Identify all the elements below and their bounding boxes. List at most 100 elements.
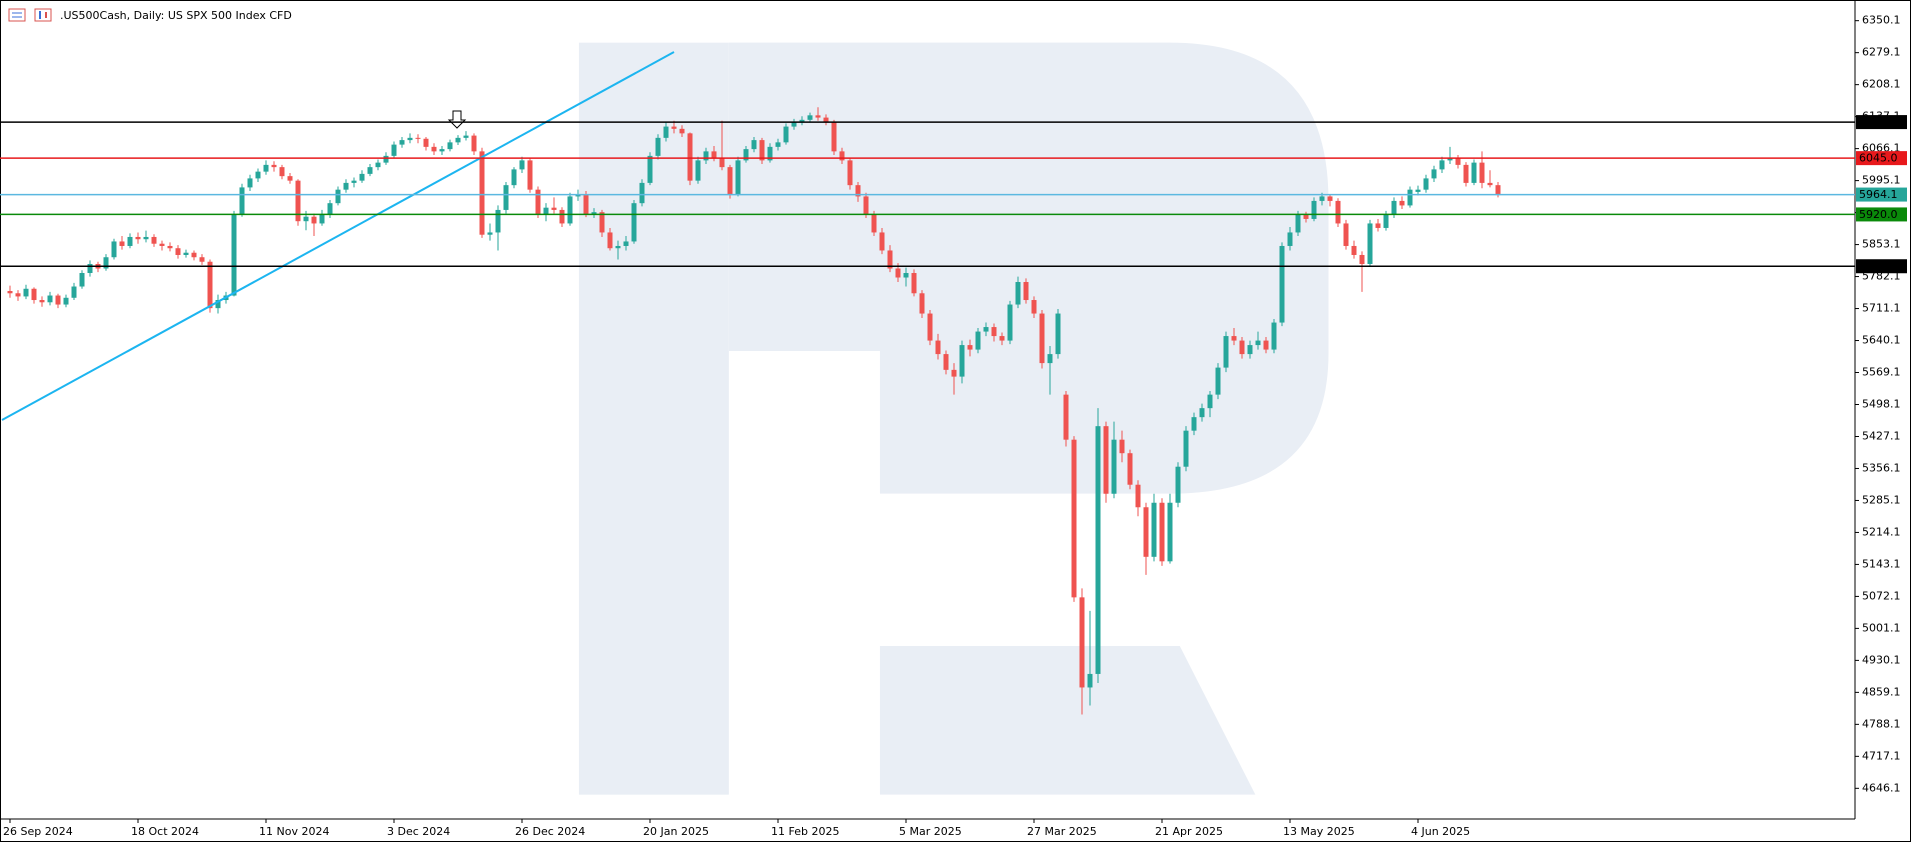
candle-body: [119, 241, 125, 246]
candle-body: [727, 167, 733, 195]
x-tick-label: 18 Oct 2024: [131, 825, 199, 838]
candle-body: [1375, 223, 1381, 228]
candle-body: [399, 140, 405, 145]
candle-body: [415, 137, 421, 139]
candle-body: [1463, 164, 1469, 183]
level-label-box: [1856, 151, 1907, 166]
candle-body: [1335, 200, 1341, 224]
y-tick-label: 5001.1: [1862, 621, 1901, 634]
candle-body: [111, 241, 117, 258]
candle-body: [127, 236, 133, 246]
candle-body: [791, 122, 797, 127]
candle-body: [383, 155, 389, 163]
candle-body: [1159, 502, 1165, 562]
candle-body: [1295, 214, 1301, 233]
candle-body: [895, 268, 901, 278]
candle-body: [255, 171, 261, 179]
candle-body: [447, 142, 453, 150]
candle-body: [1039, 313, 1045, 364]
candle-body: [1183, 430, 1189, 467]
candle-body: [943, 354, 949, 370]
candle-body: [1303, 214, 1309, 219]
candle-body: [1399, 200, 1405, 206]
candle-body: [159, 243, 165, 246]
candle-body: [479, 151, 485, 235]
candle-body: [999, 336, 1005, 341]
candle-body: [287, 176, 293, 181]
candle-body: [855, 185, 861, 197]
level-label: 6045.0: [1859, 152, 1898, 165]
candle-body: [39, 300, 45, 303]
y-tick-label: 4930.1: [1862, 653, 1901, 666]
candle-body: [543, 207, 549, 215]
y-tick-label: 5711.1: [1862, 302, 1901, 315]
candle-body: [1079, 597, 1085, 688]
candle-body: [391, 144, 397, 156]
y-tick-label: 5995.1: [1862, 174, 1901, 187]
candle-body: [807, 115, 813, 120]
candle-body: [1255, 340, 1261, 346]
candle-body: [279, 167, 285, 177]
y-tick-label: 5640.1: [1862, 334, 1901, 347]
x-tick-label: 3 Dec 2024: [387, 825, 450, 838]
candle-body: [463, 135, 469, 138]
x-tick-label: 27 Mar 2025: [1027, 825, 1097, 838]
y-tick-label: 6208.1: [1862, 78, 1901, 91]
candle-body: [455, 137, 461, 143]
candle-body: [639, 182, 645, 204]
candle-body: [487, 232, 493, 235]
candle-body: [567, 196, 573, 224]
x-tick-label: 26 Sep 2024: [3, 825, 73, 838]
candle-body: [79, 273, 85, 287]
candle-body: [1015, 282, 1021, 305]
candle-body: [775, 142, 781, 147]
candle-body: [1367, 223, 1373, 264]
candle-body: [319, 214, 325, 224]
candle-body: [1431, 169, 1437, 179]
x-tick-label: 13 May 2025: [1283, 825, 1355, 838]
candle-body: [983, 327, 989, 332]
level-label: 5920.0: [1859, 208, 1898, 221]
candle-body: [1135, 484, 1141, 508]
level-label: 5805.0: [1859, 260, 1898, 273]
candle-body: [431, 146, 437, 152]
candle-body: [367, 167, 373, 174]
candle-body: [647, 155, 653, 183]
y-tick-label: 5427.1: [1862, 429, 1901, 442]
candle-body: [879, 232, 885, 251]
candle-body: [535, 189, 541, 215]
candle-body: [551, 207, 557, 210]
level-label-box: [1856, 115, 1907, 130]
x-tick-label: 26 Dec 2024: [515, 825, 585, 838]
candle-body: [471, 135, 477, 152]
candle-body: [167, 245, 173, 249]
candle-body: [1383, 214, 1389, 228]
candle-body: [1175, 466, 1181, 503]
candle-body: [903, 273, 909, 278]
candle-body: [343, 182, 349, 190]
candle-body: [679, 128, 685, 134]
candle-body: [695, 160, 701, 181]
trend-line: [1, 51, 675, 421]
candle-body: [1327, 196, 1333, 201]
candle-body: [15, 293, 21, 297]
candle-body: [975, 331, 981, 350]
candle-body: [1447, 158, 1453, 161]
candle-body: [623, 241, 629, 246]
candle-body: [935, 340, 941, 355]
candle-body: [799, 119, 805, 123]
candle-body: [207, 261, 213, 309]
candle-body: [831, 122, 837, 152]
candle-body: [1247, 345, 1253, 355]
candle-body: [7, 291, 13, 294]
x-tick-label: 21 Apr 2025: [1155, 825, 1223, 838]
candle-body: [919, 293, 925, 314]
candle-body: [1231, 336, 1237, 341]
candle-body: [839, 151, 845, 161]
x-tick-label: 5 Mar 2025: [899, 825, 962, 838]
candle-body: [583, 194, 589, 215]
candle-body: [559, 209, 565, 224]
candle-body: [71, 286, 77, 298]
candle-body: [687, 133, 693, 181]
candle-body: [1151, 502, 1157, 557]
